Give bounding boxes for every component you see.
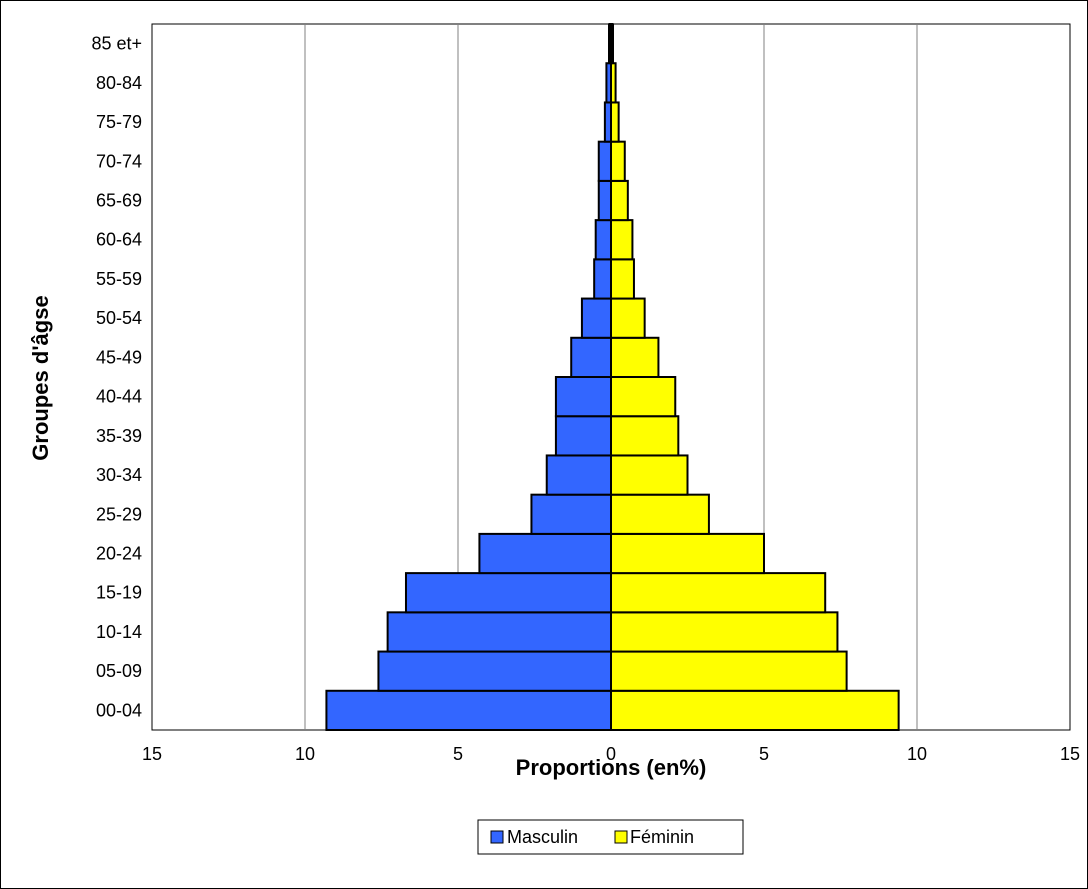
y-tick-label: 85 et+ <box>91 34 142 54</box>
x-tick-label: 10 <box>295 744 315 764</box>
y-tick-label: 40-44 <box>96 387 142 407</box>
bar-feminin-50-54 <box>610 297 646 339</box>
bar-feminin-30-34 <box>610 454 689 496</box>
y-tick-label: 55-59 <box>96 269 142 289</box>
y-tick-label: 45-49 <box>96 347 142 367</box>
y-tick-label: 30-34 <box>96 465 142 485</box>
x-tick-label: 5 <box>759 744 769 764</box>
bar-masculin-30-34 <box>545 454 612 496</box>
x-tick-labels: 15 10 5 0 5 10 15 <box>142 744 1080 764</box>
y-tick-label: 15-19 <box>96 583 142 603</box>
bar-masculin-00-04 <box>325 689 612 731</box>
bar-feminin-15-19 <box>610 572 827 614</box>
bar-masculin-45-49 <box>570 336 612 378</box>
x-tick-label: 15 <box>1060 744 1080 764</box>
y-tick-label: 25-29 <box>96 504 142 524</box>
legend-label-feminin: Féminin <box>630 827 694 847</box>
bar-masculin-70-74 <box>597 140 613 182</box>
y-tick-label: 75-79 <box>96 112 142 132</box>
y-tick-label: 80-84 <box>96 73 142 93</box>
bar-feminin-75-79 <box>610 101 620 143</box>
x-tick-label: 10 <box>907 744 927 764</box>
legend-box <box>477 819 744 855</box>
bar-masculin-05-09 <box>377 650 612 692</box>
y-tick-label: 00-04 <box>96 700 142 720</box>
x-tick-label: 0 <box>606 744 616 764</box>
bar-feminin-70-74 <box>610 140 626 182</box>
bar-feminin-60-64 <box>610 219 634 261</box>
y-tick-labels: 00-04 05-09 10-14 15-19 20-24 25-29 30-34 35-39… <box>91 34 142 721</box>
bar-masculin-55-59 <box>593 258 612 300</box>
bar-feminin-00-04 <box>610 689 900 731</box>
bar-feminin-40-44 <box>610 376 677 418</box>
bar-feminin-55-59 <box>610 258 635 300</box>
y-tick-label: 65-69 <box>96 191 142 211</box>
bar-masculin-65-69 <box>597 179 613 222</box>
legend-swatch-masculin <box>490 830 504 844</box>
bar-feminin-45-49 <box>610 336 660 378</box>
y-tick-label: 35-39 <box>96 426 142 446</box>
bar-masculin-20-24 <box>478 532 613 575</box>
bar-feminin-10-14 <box>610 611 839 653</box>
bar-masculin-60-64 <box>594 219 613 261</box>
bar-masculin-40-44 <box>554 376 612 418</box>
bar-feminin-20-24 <box>610 532 765 575</box>
legend: Masculin Féminin <box>477 819 744 855</box>
y-tick-label: 20-24 <box>96 544 142 564</box>
bar-feminin-05-09 <box>610 650 848 692</box>
bar-feminin-65-69 <box>610 179 629 222</box>
bar-masculin-10-14 <box>386 611 612 653</box>
x-axis-title: Proportions (en%) <box>516 755 707 780</box>
y-axis-title: Groupes d'âgse <box>28 295 53 460</box>
bar-masculin-50-54 <box>580 297 612 339</box>
y-tick-label: 05-09 <box>96 661 142 681</box>
bar-85plus-marker <box>608 24 614 64</box>
bar-masculin-25-29 <box>530 493 612 535</box>
legend-swatch-feminin <box>614 830 628 844</box>
bar-masculin-15-19 <box>404 572 613 614</box>
x-tick-label: 5 <box>453 744 463 764</box>
bar-feminin-25-29 <box>610 493 710 535</box>
y-tick-label: 10-14 <box>96 622 142 642</box>
x-tick-label: 15 <box>142 744 162 764</box>
y-tick-label: 60-64 <box>96 230 142 250</box>
bar-masculin-35-39 <box>554 415 612 457</box>
bar-feminin-35-39 <box>610 415 680 457</box>
y-tick-label: 70-74 <box>96 151 142 171</box>
legend-label-masculin: Masculin <box>507 827 578 847</box>
y-tick-label: 50-54 <box>96 308 142 328</box>
bars-group <box>325 23 900 731</box>
